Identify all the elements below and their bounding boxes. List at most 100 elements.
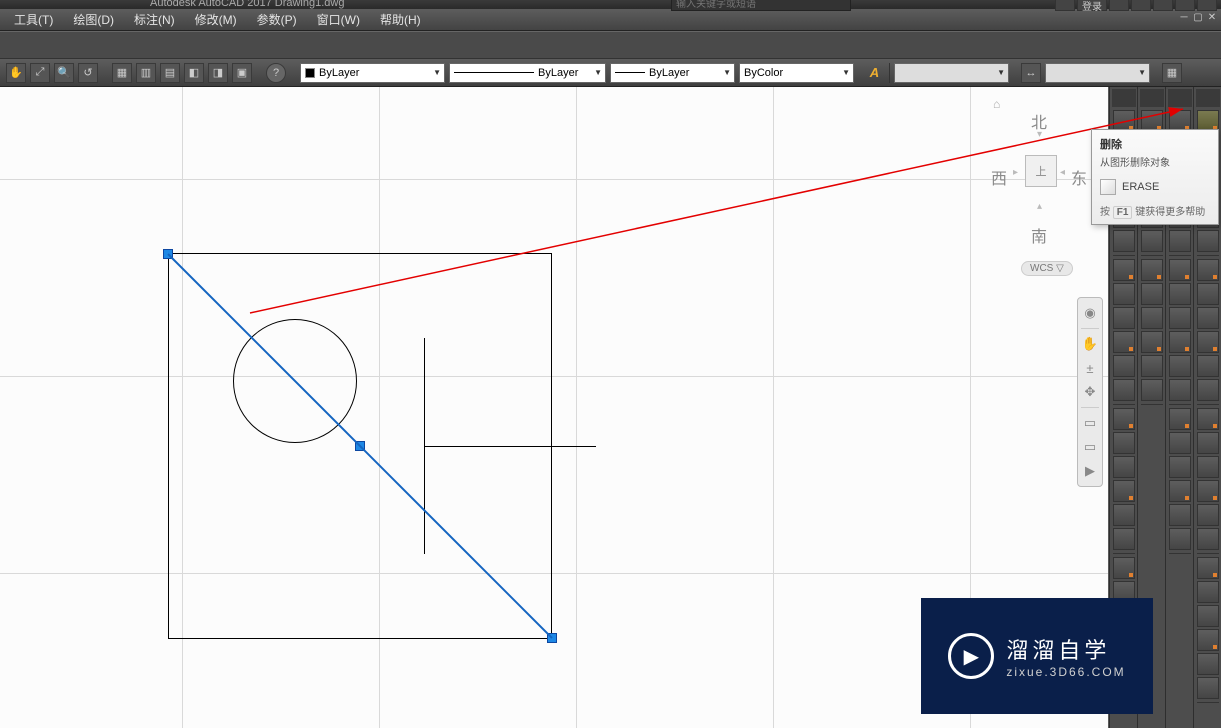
chevron-up-icon[interactable]: ▴ [1037,201,1042,212]
palette-tool-button[interactable] [1113,230,1135,252]
help-icon[interactable] [1131,0,1151,11]
palette-tool-button[interactable] [1113,355,1135,377]
palette-tool-button[interactable] [1197,528,1219,550]
palette-tool-button[interactable] [1197,307,1219,329]
palette-tool-button[interactable] [1141,331,1163,353]
layer-dropdown[interactable]: ByLayer [300,63,445,83]
viewcube-west[interactable]: 西 [991,165,1007,189]
menu-help[interactable]: 帮助(H) [370,9,431,30]
palette-tool-button[interactable] [1141,230,1163,252]
tool2-icon[interactable]: ▥ [136,63,156,83]
doc-close-button[interactable]: ✕ [1205,12,1219,24]
palette-tool-button[interactable] [1113,379,1135,401]
login-button[interactable]: 登录 [1077,0,1107,11]
palette-tool-button[interactable] [1113,331,1135,353]
palette-tool-button[interactable] [1169,331,1191,353]
palette-tool-button[interactable] [1169,456,1191,478]
exchange-icon[interactable] [1109,0,1129,11]
chevron-right-icon[interactable]: ▸ [1013,167,1018,178]
palette-tool-button[interactable] [1197,355,1219,377]
palette-tool-button[interactable] [1113,432,1135,454]
palette-tool-button[interactable] [1169,504,1191,526]
palette-tool-button[interactable] [1113,307,1135,329]
minimize-button[interactable] [1153,0,1173,11]
palette-tool-button[interactable] [1197,456,1219,478]
menu-tools[interactable]: 工具(T) [4,9,63,30]
tool6-icon[interactable]: ▣ [232,63,252,83]
palette-tool-button[interactable] [1113,283,1135,305]
grip-start[interactable] [163,249,173,259]
zoom-previous-icon[interactable]: ↺ [78,63,98,83]
palette-tool-button[interactable] [1197,259,1219,281]
help-tool-icon[interactable]: ? [266,63,286,83]
zoom-window-icon[interactable]: 🔍 [54,63,74,83]
tablestyle-icon[interactable]: ▦ [1162,63,1182,83]
linetype-dropdown[interactable]: ByLayer [449,63,606,83]
menu-parametric[interactable]: 参数(P) [247,9,307,30]
pan-icon[interactable]: ✋ [6,63,26,83]
palette-tool-button[interactable] [1169,230,1191,252]
close-button[interactable] [1197,0,1217,11]
grip-end[interactable] [547,633,557,643]
drawing-circle[interactable] [233,319,357,443]
palette-tool-button[interactable] [1169,355,1191,377]
viewcube[interactable]: ⌂ 北 ▾ 西 ▸ 上 ◂ 东 ▴ 南 WCS ▽ [989,93,1089,243]
showmotion-icon[interactable]: ▭ [1080,412,1100,434]
palette-tool-button[interactable] [1197,331,1219,353]
tool4-icon[interactable]: ◧ [184,63,204,83]
dimstyle-dropdown[interactable] [1045,63,1150,83]
palette-tool-button[interactable] [1141,379,1163,401]
palette-tool-button[interactable] [1113,259,1135,281]
palette-tool-button[interactable] [1197,432,1219,454]
menu-draw[interactable]: 绘图(D) [63,9,124,30]
palette-tool-button[interactable] [1169,408,1191,430]
tool5-icon[interactable]: ◨ [208,63,228,83]
viewcube-south[interactable]: 南 [989,223,1089,247]
menu-dimension[interactable]: 标注(N) [124,9,185,30]
palette-tool-button[interactable] [1197,653,1219,675]
pan-nav-icon[interactable]: ✋ [1080,333,1100,355]
palette-tool-button[interactable] [1141,283,1163,305]
palette-tool-button[interactable] [1197,283,1219,305]
menu-window[interactable]: 窗口(W) [307,9,370,30]
palette-tool-button[interactable] [1113,557,1135,579]
wcs-dropdown[interactable]: WCS ▽ [1021,261,1073,276]
palette-tool-button[interactable] [1113,456,1135,478]
zoom-extents-icon[interactable]: ⤢ [30,63,50,83]
search-input[interactable] [671,0,851,11]
palette-tool-button[interactable] [1169,379,1191,401]
palette-tool-button[interactable] [1197,605,1219,627]
tool1-icon[interactable]: ▦ [112,63,132,83]
palette-tool-button[interactable] [1141,355,1163,377]
color-dropdown[interactable]: ByColor [739,63,854,83]
palette-tool-button[interactable] [1197,408,1219,430]
doc-minimize-button[interactable]: ─ [1177,12,1191,24]
chevron-down-icon[interactable]: ▾ [1037,129,1042,140]
palette-tool-button[interactable] [1113,408,1135,430]
palette-tool-button[interactable] [1141,307,1163,329]
zoom-nav-icon[interactable]: ± [1080,357,1100,379]
showmotion2-icon[interactable]: ▭ [1080,436,1100,458]
navwheel-icon[interactable]: ◉ [1080,302,1100,324]
textstyle-dropdown[interactable] [894,63,1009,83]
palette-tool-button[interactable] [1113,504,1135,526]
palette-tool-button[interactable] [1197,230,1219,252]
infocenter-icon[interactable] [1055,0,1075,11]
palette-tool-button[interactable] [1197,557,1219,579]
palette-tool-button[interactable] [1169,480,1191,502]
palette-tool-button[interactable] [1197,581,1219,603]
palette-tool-button[interactable] [1169,528,1191,550]
palette-tool-button[interactable] [1197,504,1219,526]
doc-restore-button[interactable]: ▢ [1191,12,1205,24]
palette-tool-button[interactable] [1197,629,1219,651]
palette-tool-button[interactable] [1169,259,1191,281]
textstyle-icon[interactable]: A [866,63,890,83]
grip-mid[interactable] [355,441,365,451]
palette-tool-button[interactable] [1197,480,1219,502]
showmotion3-icon[interactable]: ▶ [1080,460,1100,482]
palette-tool-button[interactable] [1169,307,1191,329]
maximize-button[interactable] [1175,0,1195,11]
menu-modify[interactable]: 修改(M) [185,9,247,30]
palette-tool-button[interactable] [1197,379,1219,401]
dimstyle-icon[interactable]: ↔ [1021,63,1041,83]
